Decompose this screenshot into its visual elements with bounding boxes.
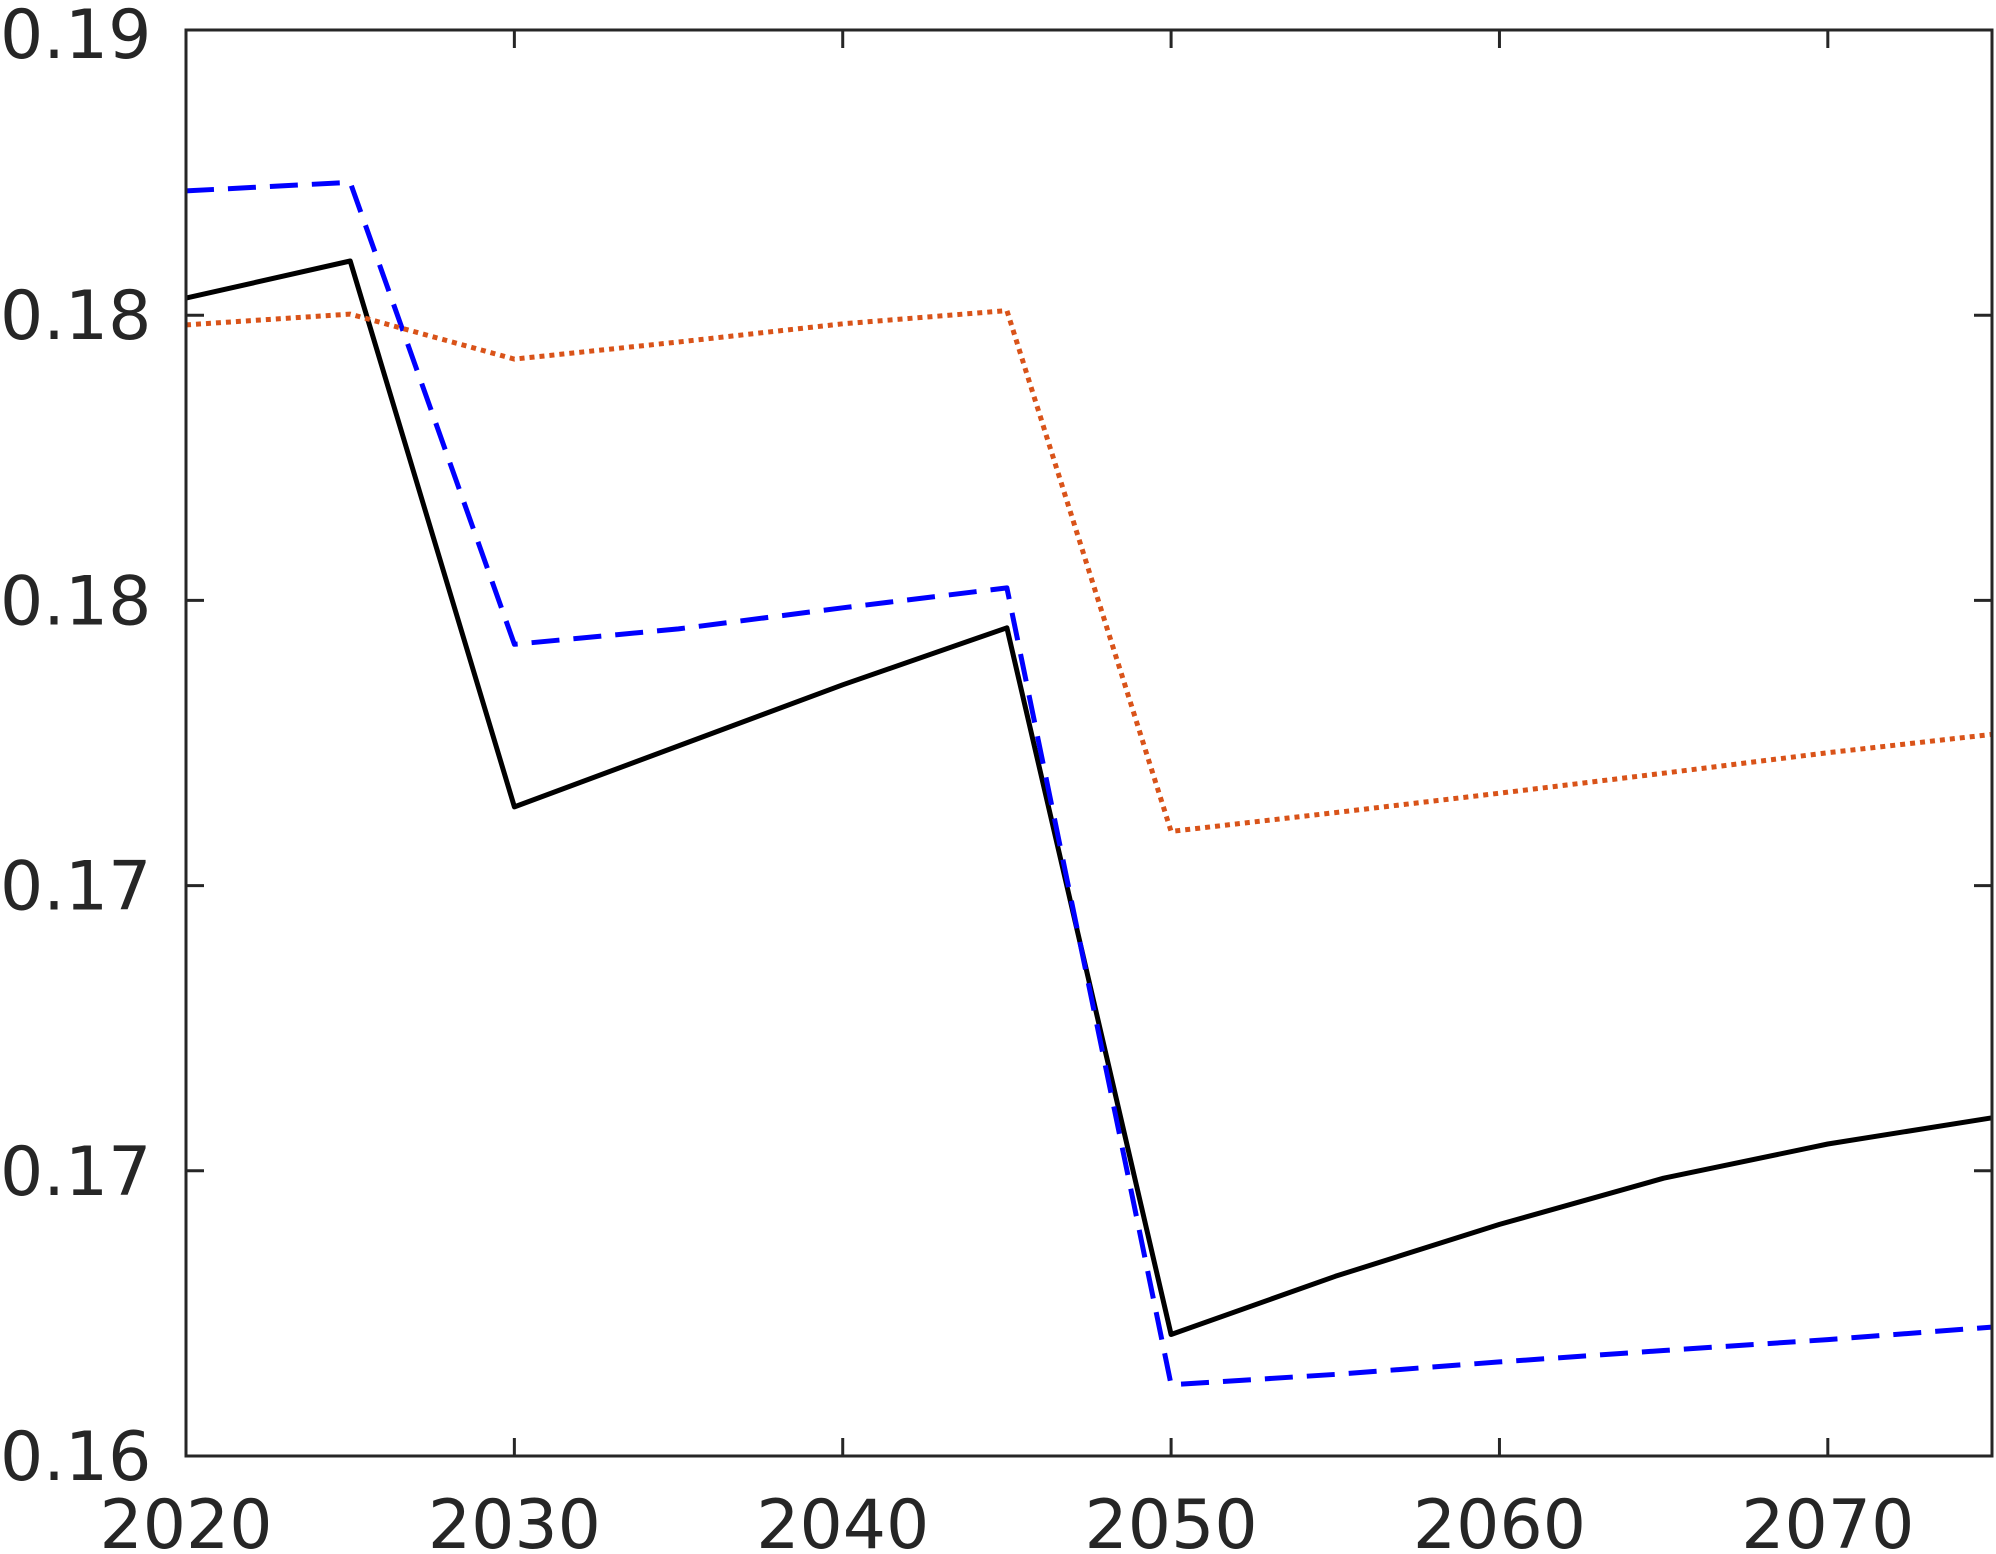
- y-tick-label: 0.18: [0, 562, 151, 641]
- x-tick-label: 2040: [756, 1486, 929, 1554]
- series-layer: [186, 182, 1992, 1384]
- x-tick-label: 2060: [1413, 1486, 1586, 1554]
- tick-label-layer: 2020 2030 2040 2050 2060 20700.160.170.170.18…: [0, 0, 1914, 1554]
- plot-area-frame: [186, 30, 1992, 1456]
- y-tick-label: 0.17: [0, 1133, 151, 1212]
- x-tick-label: 2030: [428, 1486, 601, 1554]
- series-line-dotted: [186, 311, 1992, 832]
- series-line-solid: [186, 261, 1992, 1335]
- series-line-dashed: [186, 182, 1992, 1384]
- y-tick-label: 0.16: [0, 1418, 151, 1497]
- tick-layer: [186, 30, 1992, 1456]
- y-tick-label: 0.17: [0, 848, 151, 927]
- y-tick-label: 0.18: [0, 277, 151, 356]
- x-tick-label: 2050: [1085, 1486, 1258, 1554]
- x-tick-label: 2070: [1741, 1486, 1914, 1554]
- y-tick-label: 0.19: [0, 0, 151, 75]
